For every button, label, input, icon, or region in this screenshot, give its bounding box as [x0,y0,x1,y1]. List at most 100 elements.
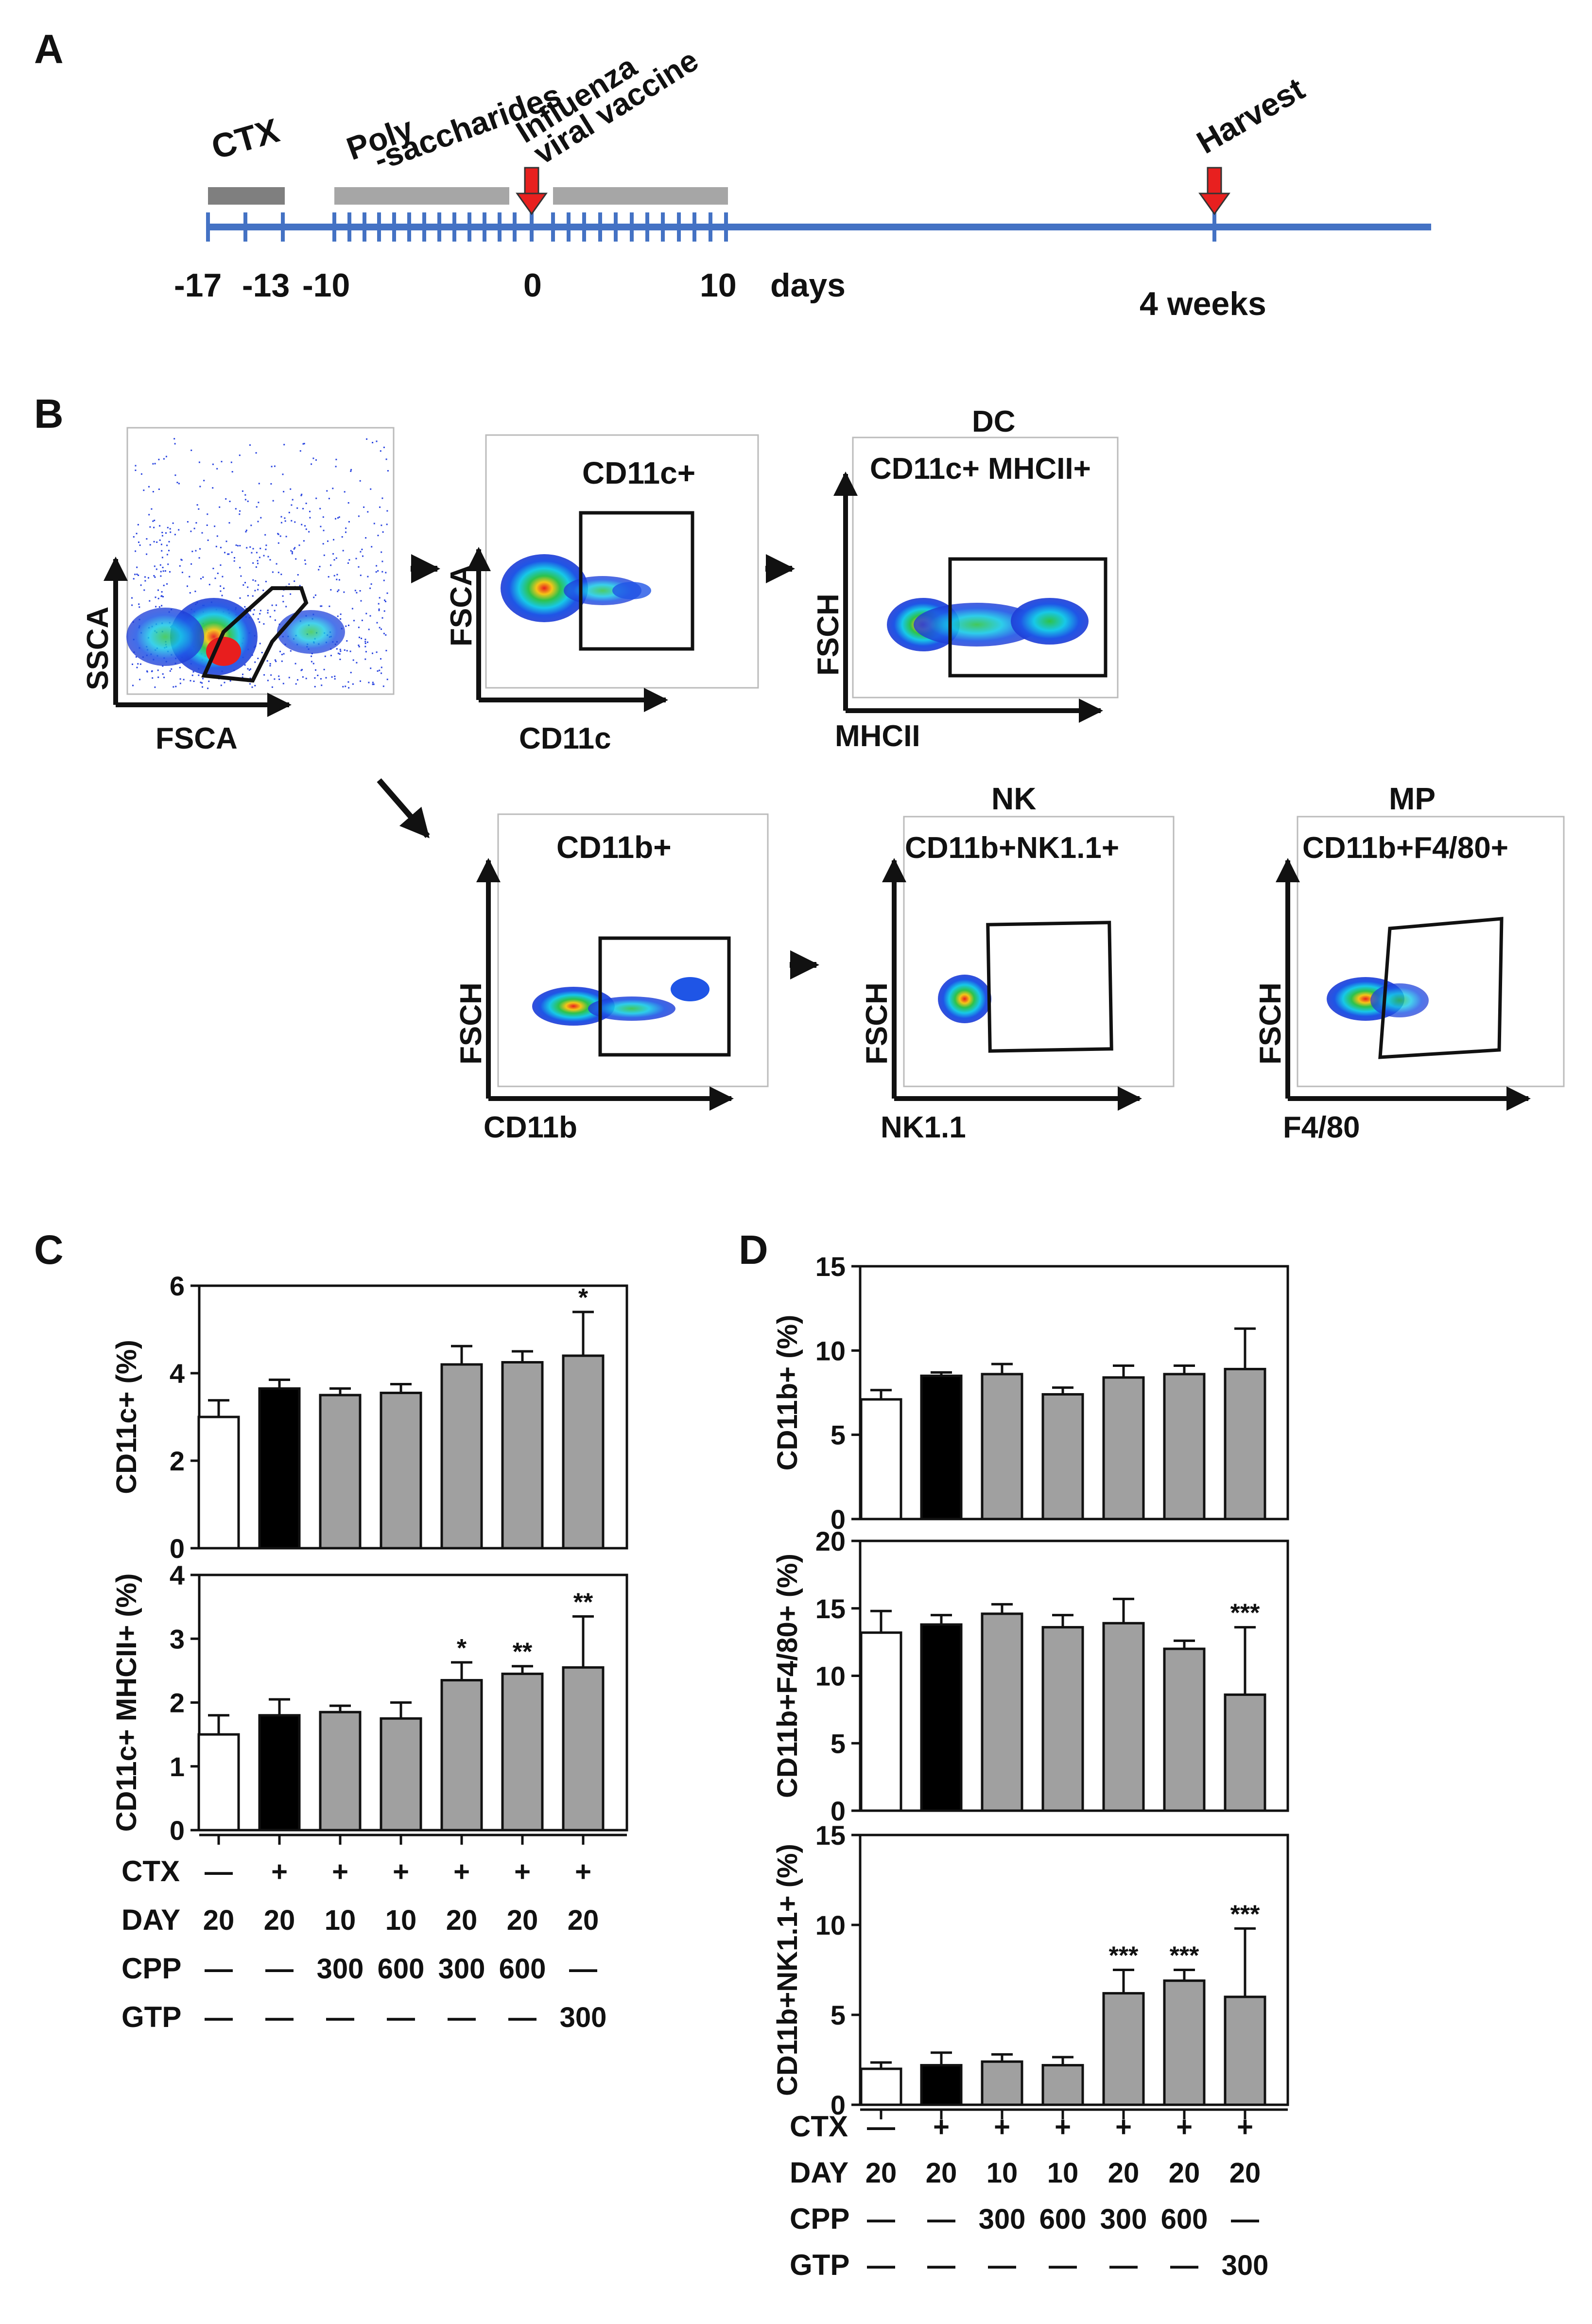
event-dot [212,568,214,569]
condition-cell: — [205,1953,233,1985]
flow-plot-2-title: CD11c+ [582,455,695,490]
event-dot [239,545,241,547]
event-dot [345,625,347,627]
event-dot [189,576,190,577]
event-dot [222,576,224,577]
event-dot [242,490,243,492]
y-tick-label: 20 [815,1526,846,1556]
event-dot [378,603,380,605]
condition-cell: — [867,2111,895,2143]
event-dot [151,508,153,510]
event-dot [373,523,375,524]
event-dot [342,686,344,688]
event-dot [137,524,139,525]
condition-cell: — [205,1856,233,1887]
bar [562,1354,605,1550]
event-dot [344,649,346,651]
flow-plot-6-xlabel: F4/80 [1283,1111,1360,1144]
condition-cell: — [508,2002,536,2033]
event-dot [367,511,369,513]
event-dot [250,668,251,670]
event-dot [384,599,385,601]
event-dot [148,514,150,516]
event-dot [255,566,257,568]
event-dot [291,504,293,506]
event-dot [294,663,296,664]
condition-row-label: CPP [121,1952,181,1985]
flow-plot-5-ylabel: FSCH [860,982,894,1065]
condition-cell: — [1170,2250,1198,2281]
event-dot [196,504,198,506]
event-dot [311,463,312,465]
y-tick-label: 0 [831,2090,846,2120]
event-dot [259,557,260,559]
event-dot [156,568,157,570]
event-dot [305,503,307,505]
bar [440,1679,483,1832]
flow-plot-6-ylabel: FSCH [1254,982,1287,1065]
event-dot [323,529,325,531]
event-dot [149,526,151,528]
event-dot [271,604,273,606]
event-dot [198,557,200,559]
event-dot [325,677,327,679]
condition-cell: 20 [865,2157,897,2189]
event-dot [260,547,261,549]
event-dot [255,580,257,582]
flow-plot-3-header: DC [972,405,1016,438]
chart-D1: 0 5 10 15 CD11b+ (%) [772,1251,1289,1535]
event-dot [179,682,181,684]
event-dot [360,680,361,682]
event-dot [291,553,293,555]
event-dot [160,571,162,573]
event-dot [220,590,222,592]
event-dot [319,507,321,509]
dc-gate [948,557,1107,678]
event-dot [291,520,293,522]
event-dot [190,449,192,451]
event-dot [164,570,166,572]
event-dot [327,540,329,542]
event-dot [163,458,165,460]
event-dot [381,551,382,553]
event-dot [267,612,269,614]
event-dot [346,650,348,652]
event-dot [381,497,383,499]
event-dot [314,594,316,596]
event-dot [160,543,162,545]
event-dot [350,469,352,471]
event-dot [290,550,292,552]
event-dot [247,500,249,502]
vaccine-arrow [516,167,548,215]
event-dot [324,655,326,657]
event-dot [216,535,218,537]
event-dot [281,660,283,662]
event-dot [269,559,271,561]
event-dot [198,508,200,510]
bar [981,1373,1023,1520]
event-dot [362,555,363,557]
event-dot [135,470,137,471]
event-dot [364,638,366,640]
event-dot [315,497,317,499]
event-dot [274,659,276,661]
flow-plot-3-title: CD11c+ MHCII+ [870,452,1091,486]
event-dot [266,660,268,662]
flow-plot-5: NK CD11b+NK1.1+ FSCH NK1.1 [860,781,1175,1144]
event-dot [361,548,363,550]
event-dot [159,525,161,527]
condition-cell: 600 [1161,2203,1208,2235]
bar [1224,1367,1266,1520]
event-dot [158,606,160,608]
event-dot [229,680,231,682]
chart-D3: 0 5 10 15 CD11b+NK1.1+ (%) *** *** *** [772,1820,1289,2120]
condition-cell: 20 [264,1905,295,1936]
event-dot [377,535,379,537]
event-dot [348,625,349,626]
event-dot [202,686,203,688]
event-dot [355,558,357,559]
event-dot [183,679,185,681]
timeline-harvest-label: Harvest [1191,70,1311,160]
event-dot [133,536,135,538]
